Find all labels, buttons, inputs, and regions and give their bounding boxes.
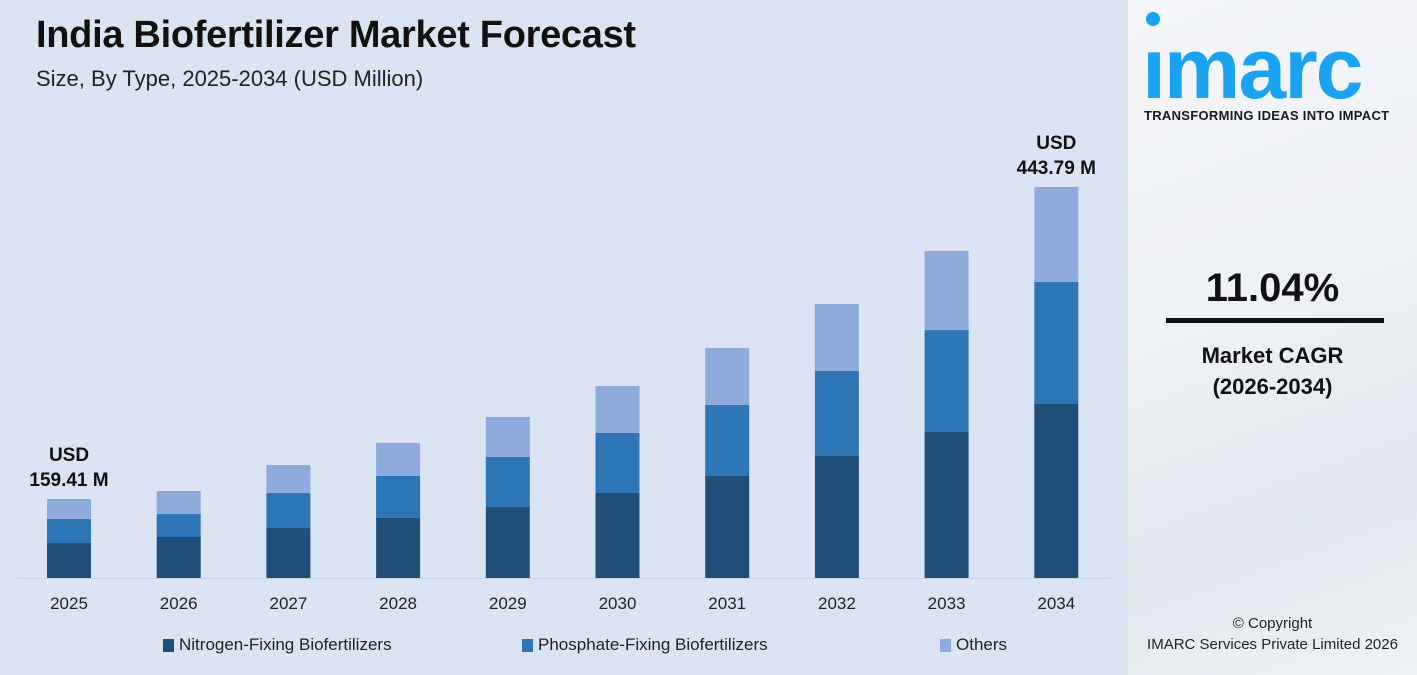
value-label-line1: USD	[49, 445, 89, 466]
bar-segment-2028-0	[376, 517, 421, 578]
cagr-label-line1: Market CAGR	[1201, 343, 1344, 368]
copyright-line2: IMARC Services Private Limited 2026	[1147, 636, 1398, 653]
bar-segment-2029-2	[485, 416, 530, 457]
bar-segment-2027-2	[266, 464, 311, 494]
bar-segment-2034-0	[1034, 403, 1079, 578]
value-label-line2: 159.41 M	[29, 470, 108, 491]
bar-segment-2030-2	[595, 386, 640, 433]
bar-segment-2034-1	[1034, 281, 1079, 404]
chart-title: India Biofertilizer Market Forecast	[36, 14, 636, 56]
bar-segment-2028-1	[376, 475, 421, 518]
bar-segment-2026-2	[156, 491, 201, 514]
legend-label: Nitrogen-Fixing Biofertilizers	[179, 635, 392, 654]
imarc-logo: ımarc	[1142, 12, 1364, 105]
bar-segment-2033-0	[924, 431, 969, 578]
legend-item: Phosphate-Fixing Biofertilizers	[522, 635, 768, 655]
bar-segment-2034-2	[1034, 186, 1079, 282]
copyright-line1: © Copyright	[1232, 615, 1313, 632]
cagr-label: Market CAGR (2026-2034)	[1128, 340, 1417, 402]
bar-segment-2031-1	[705, 404, 750, 476]
bar-segment-2033-2	[924, 250, 969, 331]
bar-segment-2032-0	[814, 456, 859, 578]
value-label-line2: 443.79 M	[1017, 158, 1096, 179]
x-tick-label: 2026	[160, 594, 198, 613]
bar-segment-2028-2	[376, 442, 421, 476]
tagline: TRANSFORMING IDEAS INTO IMPACT	[1144, 108, 1390, 123]
x-tick-label: 2028	[379, 594, 417, 613]
x-tick-label: 2030	[599, 594, 637, 613]
legend-swatch	[163, 638, 174, 652]
bar-segment-2026-0	[156, 536, 201, 578]
x-tick-label: 2033	[928, 594, 966, 613]
x-tick-label: 2031	[708, 594, 746, 613]
bar-segment-2032-2	[814, 304, 859, 372]
bar-segment-2030-1	[595, 432, 640, 493]
bar-segment-2025-2	[47, 499, 91, 520]
value-label-line1: USD	[1036, 133, 1076, 154]
bar-segment-2026-1	[156, 513, 201, 537]
svg-text:ımarc: ımarc	[1142, 21, 1362, 105]
legend-label: Others	[956, 635, 1008, 654]
x-tick-label: 2034	[1037, 594, 1075, 613]
bar-segment-2025-1	[47, 519, 91, 544]
copyright: © Copyright IMARC Services Private Limit…	[1128, 613, 1417, 655]
chart-subtitle: Size, By Type, 2025-2034 (USD Million)	[36, 66, 424, 91]
cagr-label-line2: (2026-2034)	[1212, 374, 1333, 399]
side-panel: ımarc TRANSFORMING IDEAS INTO IMPACT 11.…	[1128, 0, 1417, 675]
bar-segment-2031-2	[705, 347, 750, 405]
bar-segment-2025-0	[47, 543, 91, 578]
bar-segment-2027-0	[266, 528, 311, 578]
bar-segment-2031-0	[705, 475, 750, 578]
x-tick-label: 2025	[50, 594, 88, 613]
bar-segment-2032-1	[814, 371, 859, 457]
bar-segment-2029-0	[485, 506, 530, 578]
legend-item: Others	[940, 635, 1007, 655]
divider	[1166, 318, 1384, 323]
stacked-bar-chart: 2025 USD 159.41 M 2026 2027 2028 2029 2030 2031 2…	[18, 133, 1110, 613]
bar-segment-2027-1	[266, 493, 311, 529]
bar-segment-2033-1	[924, 330, 969, 432]
x-tick-label: 2032	[818, 594, 856, 613]
bar-segment-2029-1	[485, 456, 530, 507]
legend-item: Nitrogen-Fixing Biofertilizers	[163, 635, 392, 655]
bar-segment-2030-0	[595, 492, 640, 578]
legend-swatch	[522, 638, 533, 652]
legend-swatch	[940, 638, 951, 652]
x-tick-label: 2027	[269, 594, 307, 613]
legend-label: Phosphate-Fixing Biofertilizers	[538, 635, 768, 654]
x-tick-label: 2029	[489, 594, 527, 613]
cagr-value: 11.04%	[1205, 266, 1340, 310]
